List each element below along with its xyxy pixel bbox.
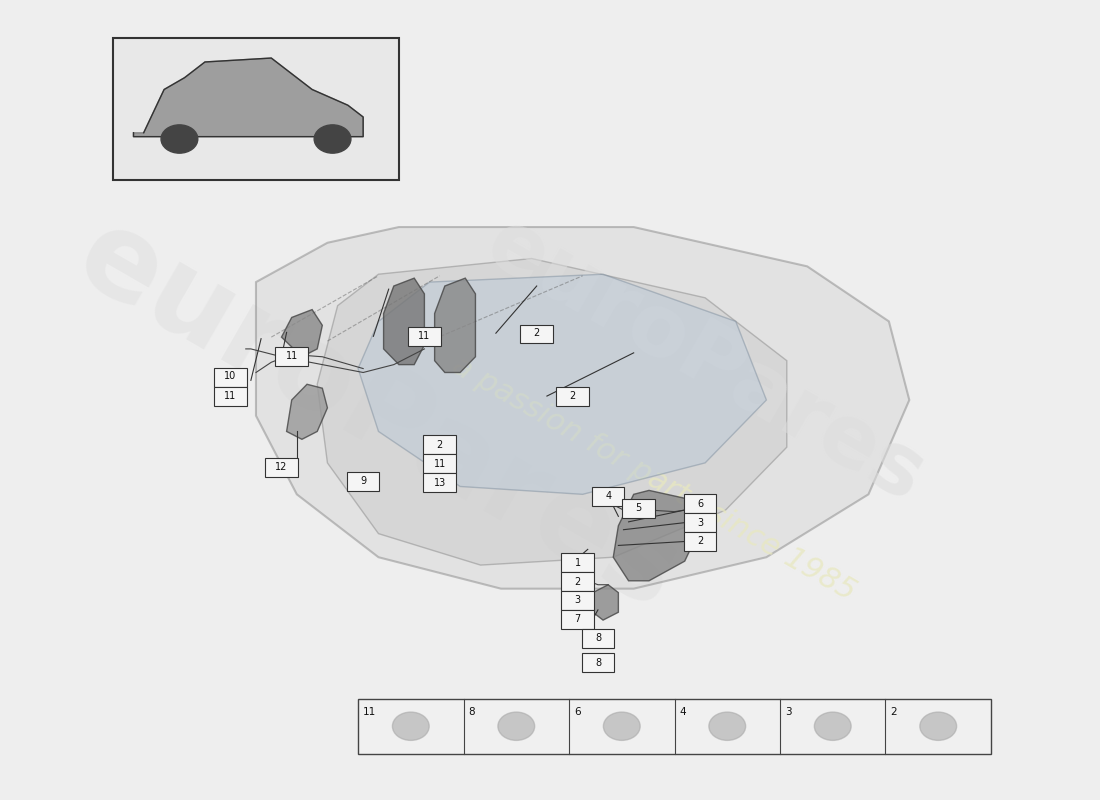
FancyBboxPatch shape bbox=[623, 499, 656, 518]
FancyBboxPatch shape bbox=[684, 514, 716, 532]
Circle shape bbox=[604, 712, 640, 740]
Text: 9: 9 bbox=[360, 476, 366, 486]
Text: euroPares: euroPares bbox=[471, 202, 939, 520]
Polygon shape bbox=[587, 585, 618, 620]
Circle shape bbox=[315, 125, 351, 153]
Text: 11: 11 bbox=[286, 351, 298, 361]
FancyBboxPatch shape bbox=[561, 610, 594, 629]
Text: 7: 7 bbox=[574, 614, 581, 624]
FancyBboxPatch shape bbox=[214, 368, 246, 386]
Text: 12: 12 bbox=[275, 462, 288, 472]
Circle shape bbox=[814, 712, 851, 740]
Text: 11: 11 bbox=[418, 330, 430, 341]
FancyBboxPatch shape bbox=[408, 327, 441, 346]
Text: 11: 11 bbox=[433, 458, 446, 469]
FancyBboxPatch shape bbox=[561, 591, 594, 610]
Bar bbox=[359, 698, 991, 754]
FancyBboxPatch shape bbox=[275, 347, 308, 366]
FancyBboxPatch shape bbox=[684, 494, 716, 514]
Polygon shape bbox=[614, 490, 705, 581]
FancyBboxPatch shape bbox=[557, 387, 588, 406]
FancyBboxPatch shape bbox=[346, 472, 380, 491]
FancyBboxPatch shape bbox=[684, 532, 716, 551]
FancyBboxPatch shape bbox=[424, 454, 456, 473]
Text: 2: 2 bbox=[697, 537, 703, 546]
Polygon shape bbox=[133, 58, 363, 137]
Text: 6: 6 bbox=[697, 498, 703, 509]
Text: 3: 3 bbox=[574, 595, 581, 606]
Text: 2: 2 bbox=[574, 577, 581, 586]
FancyBboxPatch shape bbox=[424, 435, 456, 454]
Polygon shape bbox=[359, 274, 767, 494]
Text: 1: 1 bbox=[574, 558, 581, 568]
FancyBboxPatch shape bbox=[113, 38, 399, 180]
FancyBboxPatch shape bbox=[582, 653, 614, 672]
Text: 2: 2 bbox=[570, 391, 575, 401]
Text: 4: 4 bbox=[605, 491, 612, 501]
FancyBboxPatch shape bbox=[214, 387, 246, 406]
Circle shape bbox=[708, 712, 746, 740]
Text: 2: 2 bbox=[437, 440, 443, 450]
FancyBboxPatch shape bbox=[561, 572, 594, 591]
Text: 3: 3 bbox=[697, 518, 703, 528]
Text: 8: 8 bbox=[469, 706, 475, 717]
Circle shape bbox=[161, 125, 198, 153]
Polygon shape bbox=[287, 384, 328, 439]
Text: euroPares: euroPares bbox=[57, 197, 700, 634]
Polygon shape bbox=[282, 310, 322, 357]
Text: 2: 2 bbox=[534, 328, 540, 338]
Text: 3: 3 bbox=[785, 706, 792, 717]
Polygon shape bbox=[434, 278, 475, 373]
FancyBboxPatch shape bbox=[520, 325, 553, 343]
FancyBboxPatch shape bbox=[424, 473, 456, 492]
Text: 2: 2 bbox=[891, 706, 898, 717]
Polygon shape bbox=[317, 258, 786, 565]
Text: 11: 11 bbox=[224, 391, 236, 401]
Text: a passion for parts since 1985: a passion for parts since 1985 bbox=[448, 351, 861, 606]
FancyBboxPatch shape bbox=[582, 629, 614, 648]
Text: 8: 8 bbox=[595, 658, 601, 667]
Text: 11: 11 bbox=[363, 706, 376, 717]
Text: 10: 10 bbox=[224, 371, 236, 382]
Text: 13: 13 bbox=[433, 478, 446, 487]
Polygon shape bbox=[384, 278, 425, 365]
Text: 5: 5 bbox=[636, 502, 642, 513]
Polygon shape bbox=[256, 227, 910, 589]
FancyBboxPatch shape bbox=[561, 554, 594, 572]
FancyBboxPatch shape bbox=[592, 487, 625, 506]
Text: 6: 6 bbox=[574, 706, 581, 717]
Text: 4: 4 bbox=[680, 706, 686, 717]
Text: 8: 8 bbox=[595, 633, 601, 643]
Circle shape bbox=[498, 712, 535, 740]
Circle shape bbox=[920, 712, 957, 740]
FancyBboxPatch shape bbox=[265, 458, 298, 477]
Circle shape bbox=[393, 712, 429, 740]
